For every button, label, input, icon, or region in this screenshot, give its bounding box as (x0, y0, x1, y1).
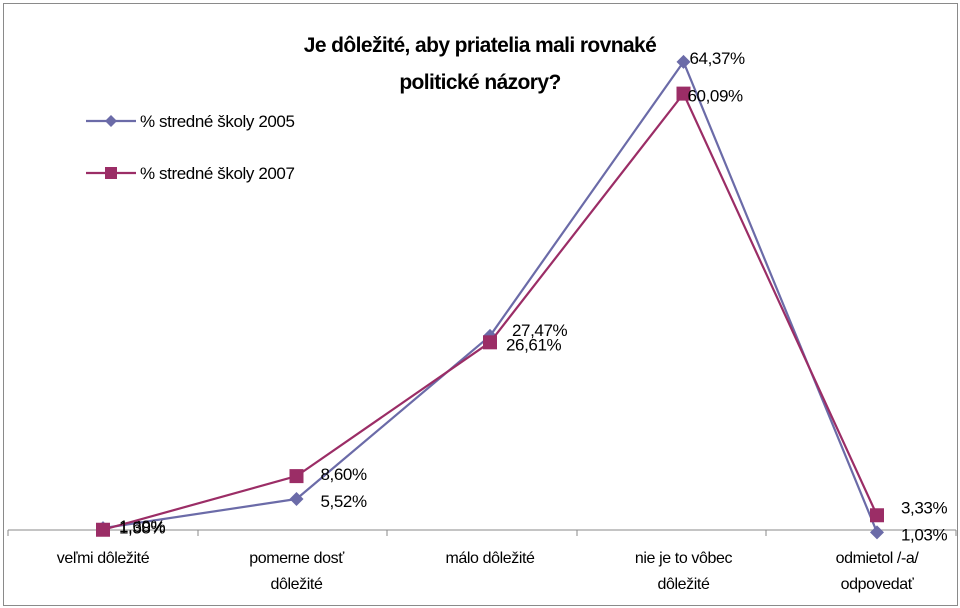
legend-marker (105, 167, 117, 179)
data-point (870, 508, 884, 523)
data-point (96, 522, 110, 537)
x-tick-label: nie je to vôbec (635, 550, 733, 567)
x-tick-label: odpovedať (841, 576, 915, 593)
series-2: 1,38% 8,60% 26,61% 60,09% 3,33% (96, 86, 948, 538)
x-axis: veľmi dôležité pomerne dosť dôležité málo d… (7, 529, 957, 593)
x-tick-label: málo dôležité (445, 550, 535, 567)
chart-title: Je dôležité, aby priatelia mali rovnaké … (304, 34, 657, 94)
x-tick-label: dôležité (658, 576, 710, 593)
data-label: 1,03% (901, 525, 947, 544)
data-point (289, 469, 304, 484)
data-point (483, 335, 497, 350)
data-point (676, 54, 691, 69)
data-label: 26,61% (506, 335, 562, 354)
data-label: 5,52% (321, 492, 367, 511)
x-tick-label: odmietol /-a/ (836, 550, 920, 567)
data-label: 27,47% (512, 321, 568, 340)
x-tick-label: veľmi dôležité (57, 550, 150, 567)
legend-item-2: % stredné školy 2007 (86, 164, 295, 183)
x-tick-label: dôležité (271, 576, 323, 593)
legend-label: % stredné školy 2005 (140, 112, 295, 131)
data-point (676, 86, 691, 101)
data-point (870, 525, 884, 540)
legend-item-1: % stredné školy 2005 (86, 112, 295, 131)
data-point (289, 491, 304, 506)
series-group: 1,60%5,52%27,47%64,37%1,03%1,38%8,60%26,… (96, 49, 948, 544)
data-label: 64,37% (690, 49, 746, 68)
chart-title-line-2: politické názory? (399, 71, 560, 94)
legend-label: % stredné školy 2007 (140, 164, 295, 183)
series-line (102, 60, 879, 533)
legend: % stredné školy 2005 % stredné školy 2007 (86, 112, 295, 183)
legend-marker (105, 115, 117, 127)
x-tick-label: pomerne dosť (249, 550, 345, 567)
data-label: 1,38% (119, 519, 165, 538)
series-line (102, 92, 878, 531)
chart-title-line-1: Je dôležité, aby priatelia mali rovnaké (304, 34, 656, 57)
data-label: 60,09% (688, 87, 744, 106)
chart-frame (3, 3, 958, 606)
data-label: 8,60% (321, 465, 367, 484)
data-label: 3,33% (901, 498, 947, 517)
